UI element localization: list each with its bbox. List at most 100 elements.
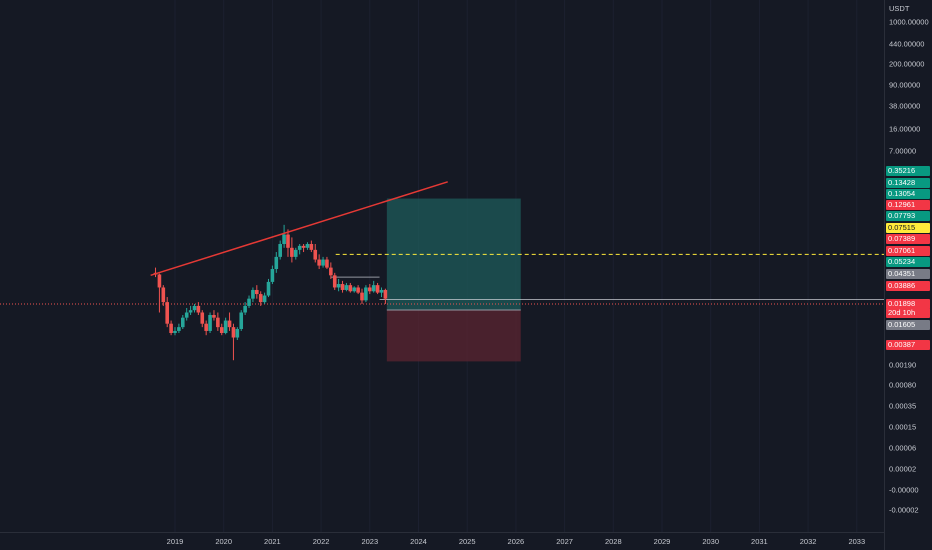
candle-body: [309, 244, 314, 250]
time-tick-label: 2026: [507, 537, 525, 546]
candle-body: [371, 285, 376, 292]
candle-body: [165, 302, 170, 324]
price-tick-label: 38.00000: [889, 101, 921, 111]
time-tick-label: 2021: [264, 537, 281, 546]
candle-body: [208, 314, 212, 331]
price-badge: 0.00387: [886, 340, 930, 350]
price-badge: 0.05234: [886, 257, 930, 267]
candle-body: [157, 274, 162, 288]
candle-body: [196, 305, 201, 313]
price-tick-label: -0.00002: [889, 505, 919, 515]
price-badge: 0.04351: [886, 269, 930, 279]
candle-body: [227, 320, 232, 328]
time-tick-label: 2027: [556, 537, 573, 546]
candle-body: [184, 312, 189, 318]
candle-body: [173, 330, 177, 334]
price-tick-label: 0.00002: [889, 464, 917, 474]
price-badge: 0.01898: [886, 299, 930, 309]
time-tick-label: 2031: [751, 537, 768, 546]
price-badge: 0.01605: [886, 320, 930, 330]
candle-body: [180, 317, 185, 328]
candle-body: [282, 234, 286, 244]
price-tick-label: 1000.00000: [889, 17, 929, 27]
time-tick-label: 2020: [215, 537, 233, 546]
price-badge: 0.13054: [886, 189, 930, 199]
time-tick-label: 2024: [410, 537, 427, 546]
loss-zone: [386, 310, 521, 362]
candle-body: [278, 244, 282, 257]
candle-body: [356, 287, 360, 293]
time-tick-label: 2029: [653, 537, 671, 546]
price-badge: 0.07061: [886, 246, 930, 256]
candle-body: [321, 259, 325, 266]
time-tick-label: 2033: [848, 537, 866, 546]
candle-body: [379, 289, 384, 293]
price-tick-label: 7.00000: [889, 146, 917, 156]
candle-body: [192, 305, 197, 311]
candle-body: [325, 259, 329, 268]
price-badge: 0.03886: [886, 281, 930, 291]
candle-body: [270, 269, 275, 282]
price-badge: 0.12961: [886, 200, 930, 210]
candle-body: [219, 327, 224, 334]
candle-body: [317, 259, 321, 266]
candle-body: [262, 295, 267, 303]
candle-body: [286, 234, 290, 248]
candle-body: [212, 314, 216, 318]
candle-body: [293, 249, 298, 257]
price-badge: 0.07389: [886, 234, 930, 244]
price-tick-label: 16.00000: [889, 124, 921, 134]
price-tick-label: 200.00000: [889, 59, 925, 69]
time-tick-label: 2022: [312, 537, 330, 546]
candle-body: [223, 320, 228, 334]
price-chart[interactable]: [0, 0, 884, 532]
time-tick-label: 2030: [702, 537, 720, 546]
price-tick-label: 440.00000: [889, 39, 925, 49]
candle-body: [297, 245, 302, 250]
candle-body: [177, 327, 181, 331]
time-scale[interactable]: 2019 2020 2021 2022 2023 2024 2025 2026 2027 2028…: [0, 532, 884, 550]
price-tick-label: 0.00035: [889, 401, 917, 411]
candle-body: [352, 287, 357, 292]
candle-body: [336, 284, 341, 288]
candle-body: [329, 267, 333, 276]
candle-body: [313, 249, 318, 260]
price-badge: 0.35216: [886, 166, 930, 176]
price-tick-label: -0.00000: [889, 485, 919, 495]
price-badge: 0.07793: [886, 211, 930, 221]
candle-body: [258, 294, 263, 303]
candle-body: [344, 285, 349, 290]
candle-body: [364, 287, 368, 301]
candle-body: [266, 281, 271, 296]
candle-body: [204, 323, 208, 331]
price-scale[interactable]: USDT 1000.00000 440.00000 200.00000 90.0000…: [884, 0, 932, 550]
candle-body: [348, 285, 353, 292]
trendline: [150, 181, 448, 277]
candle-body: [239, 312, 244, 329]
candle-body: [169, 323, 173, 334]
candle-body: [243, 305, 247, 313]
candle-body: [255, 289, 259, 295]
time-tick-label: 2023: [361, 537, 379, 546]
candle-body: [216, 317, 220, 328]
candle-body: [368, 287, 372, 292]
chart-pane[interactable]: [0, 0, 884, 532]
candle-body: [274, 256, 279, 270]
candle-body: [251, 289, 255, 299]
price-tick-label: 0.00080: [889, 380, 917, 390]
price-tick-label: 0.00015: [889, 422, 917, 432]
time-tick-label: 2025: [458, 537, 476, 546]
candle-body: [340, 284, 345, 290]
time-tick-label: 2032: [799, 537, 817, 546]
candle-body: [235, 328, 240, 338]
price-tick-label: 0.00006: [889, 443, 917, 453]
candle-body: [305, 244, 310, 248]
candle-body: [161, 287, 166, 303]
candle-body: [383, 289, 388, 299]
price-tick-label: 0.00190: [889, 360, 917, 370]
currency-label: USDT: [889, 4, 910, 13]
price-tick-label: 90.00000: [889, 80, 921, 90]
price-badge: 20d 10h: [886, 308, 930, 318]
candle-body: [301, 245, 306, 248]
price-badge: 0.13428: [886, 178, 930, 188]
